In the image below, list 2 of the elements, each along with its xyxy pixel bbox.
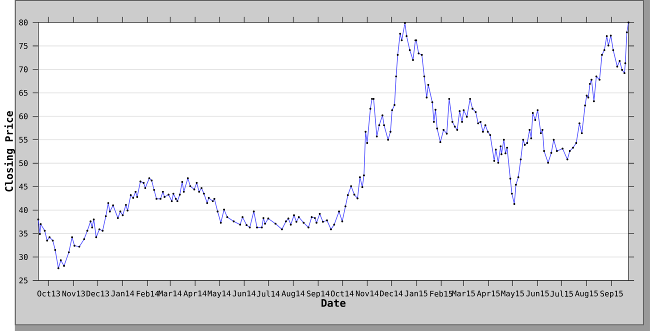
x-axis-title: Date xyxy=(322,299,346,307)
y-axis-title: Closing Price xyxy=(4,110,15,192)
